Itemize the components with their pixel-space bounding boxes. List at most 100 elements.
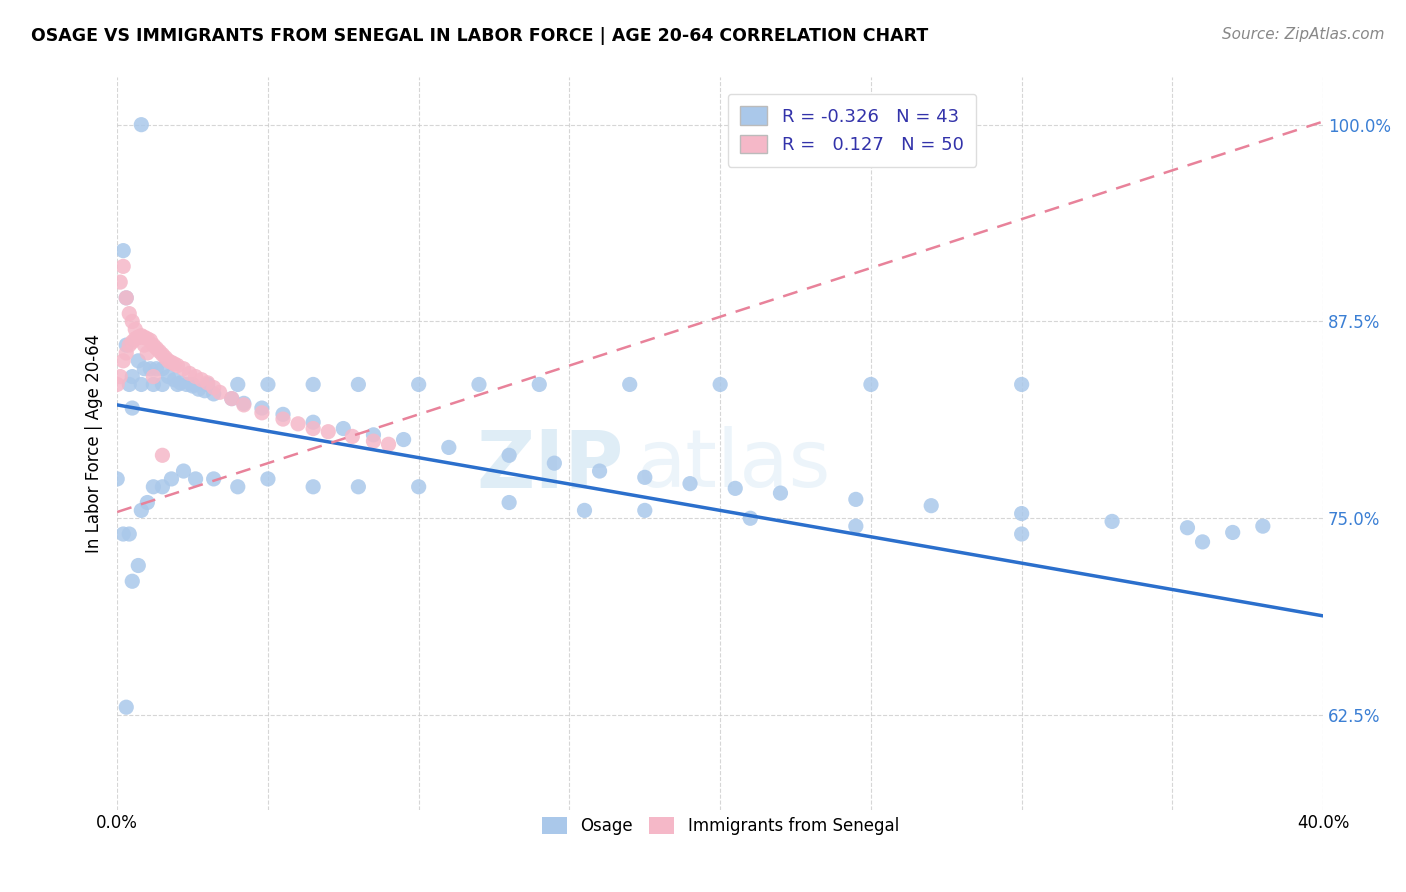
Point — [169, 376, 191, 390]
Point — [543, 456, 565, 470]
Point — [179, 367, 201, 381]
Point — [709, 377, 731, 392]
Point — [342, 429, 364, 443]
Point — [232, 398, 254, 412]
Point — [163, 373, 186, 387]
Point — [408, 377, 430, 392]
Point — [184, 369, 207, 384]
Point — [127, 558, 149, 573]
Text: ZIP: ZIP — [477, 426, 624, 505]
Point — [115, 291, 138, 305]
Point — [124, 332, 146, 346]
Point — [347, 480, 370, 494]
Point — [115, 291, 138, 305]
Point — [163, 357, 186, 371]
Point — [724, 481, 747, 495]
Point — [160, 472, 183, 486]
Point — [257, 377, 280, 392]
Point — [115, 346, 138, 360]
Point — [152, 480, 174, 494]
Point — [1011, 377, 1033, 392]
Legend: R = -0.326   N = 43, R =   0.127   N = 50: R = -0.326 N = 43, R = 0.127 N = 50 — [728, 94, 976, 167]
Point — [347, 377, 370, 392]
Point — [468, 377, 491, 392]
Text: OSAGE VS IMMIGRANTS FROM SENEGAL IN LABOR FORCE | AGE 20-64 CORRELATION CHART: OSAGE VS IMMIGRANTS FROM SENEGAL IN LABO… — [31, 27, 928, 45]
Point — [115, 338, 138, 352]
Point — [1177, 521, 1199, 535]
Point — [392, 433, 415, 447]
Point — [166, 377, 188, 392]
Point — [845, 519, 868, 533]
Point — [202, 472, 225, 486]
Point — [221, 392, 243, 406]
Point — [142, 338, 165, 352]
Point — [127, 354, 149, 368]
Point — [118, 338, 141, 352]
Point — [187, 382, 209, 396]
Point — [157, 369, 180, 384]
Point — [184, 472, 207, 486]
Point — [634, 470, 657, 484]
Point — [131, 377, 153, 392]
Point — [121, 369, 143, 384]
Point — [152, 377, 174, 392]
Point — [740, 511, 762, 525]
Point — [679, 476, 702, 491]
Point — [131, 118, 153, 132]
Point — [121, 334, 143, 349]
Point — [332, 421, 354, 435]
Point — [769, 486, 792, 500]
Point — [121, 574, 143, 589]
Point — [634, 503, 657, 517]
Point — [194, 384, 217, 398]
Point — [316, 425, 339, 439]
Point — [105, 472, 128, 486]
Point — [408, 480, 430, 494]
Point — [202, 381, 225, 395]
Point — [157, 354, 180, 368]
Point — [920, 499, 942, 513]
Point — [302, 421, 325, 435]
Point — [498, 448, 520, 462]
Point — [131, 330, 153, 344]
Point — [105, 377, 128, 392]
Point — [152, 361, 174, 376]
Point — [250, 406, 273, 420]
Point — [1251, 519, 1274, 533]
Point — [142, 377, 165, 392]
Point — [131, 328, 153, 343]
Point — [127, 330, 149, 344]
Point — [181, 377, 204, 392]
Point — [619, 377, 641, 392]
Point — [271, 408, 294, 422]
Point — [190, 373, 212, 387]
Point — [108, 369, 131, 384]
Point — [1011, 507, 1033, 521]
Point — [208, 385, 231, 400]
Point — [136, 495, 159, 509]
Point — [377, 437, 399, 451]
Point — [197, 376, 219, 390]
Point — [845, 492, 868, 507]
Point — [134, 330, 156, 344]
Point — [121, 314, 143, 328]
Point — [173, 464, 195, 478]
Point — [176, 377, 198, 392]
Point — [131, 503, 153, 517]
Point — [271, 412, 294, 426]
Point — [148, 344, 170, 359]
Point — [155, 351, 177, 365]
Point — [115, 700, 138, 714]
Point — [250, 401, 273, 415]
Point — [118, 307, 141, 321]
Point — [221, 392, 243, 406]
Point — [181, 379, 204, 393]
Point — [202, 387, 225, 401]
Point — [118, 527, 141, 541]
Point — [112, 527, 135, 541]
Point — [197, 377, 219, 392]
Point — [112, 260, 135, 274]
Point — [152, 448, 174, 462]
Point — [226, 480, 249, 494]
Point — [121, 401, 143, 415]
